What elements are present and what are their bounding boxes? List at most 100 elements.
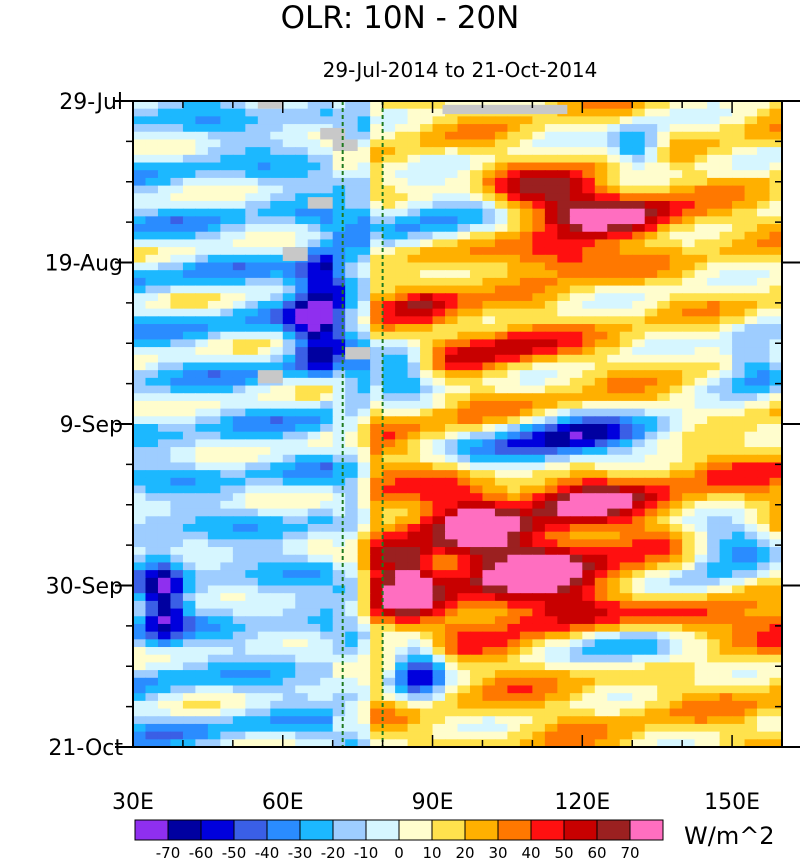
field-cell (157, 370, 172, 379)
field-cell (632, 500, 646, 510)
field-cell (195, 185, 209, 194)
field-cell (707, 562, 721, 571)
field-cell (257, 385, 271, 394)
field-cell (320, 716, 334, 725)
field-cell (769, 377, 782, 387)
field-cell (357, 477, 371, 487)
field-cell (445, 485, 459, 494)
field-cell (669, 593, 683, 602)
field-cell (133, 285, 147, 294)
field-cell (494, 270, 509, 279)
field-cell (507, 331, 521, 340)
field-cell (569, 385, 583, 394)
field-cell (644, 631, 658, 640)
field-cell (694, 447, 708, 456)
field-cell (182, 608, 196, 617)
field-cell (469, 339, 484, 348)
field-cell (157, 577, 172, 587)
field-cell (345, 723, 359, 733)
field-cell (157, 408, 172, 417)
field-cell (395, 354, 409, 364)
field-cell (594, 462, 608, 471)
field-cell (207, 516, 221, 525)
field-cell (220, 193, 234, 202)
field-cell (133, 677, 147, 687)
field-cell (544, 639, 558, 648)
field-cell (644, 285, 658, 294)
field-cell (582, 154, 596, 164)
field-cell (707, 108, 721, 117)
field-cell (532, 293, 546, 302)
field-cell (657, 470, 671, 479)
field-cell (657, 739, 671, 747)
field-cell (295, 108, 309, 117)
field-cell (494, 693, 509, 702)
field-cell (657, 693, 671, 702)
field-cell (370, 239, 384, 248)
field-cell (719, 154, 733, 164)
field-cell (257, 647, 271, 656)
field-cell (207, 139, 221, 148)
colorbar-swatch (398, 819, 433, 841)
field-cell (632, 293, 646, 302)
field-cell (245, 331, 259, 340)
field-cell (395, 562, 409, 571)
field-cell (432, 300, 446, 310)
field-cell (133, 739, 147, 747)
field-cell (619, 324, 633, 333)
field-cell (395, 662, 409, 671)
field-cell (232, 108, 246, 117)
field-cell (320, 293, 334, 302)
field-cell (507, 723, 521, 733)
field-cell (432, 408, 446, 417)
field-cell (157, 439, 172, 448)
field-cell (282, 231, 296, 241)
field-cell (732, 177, 746, 187)
field-cell (432, 708, 446, 717)
field-cell (557, 408, 571, 417)
field-cell (345, 316, 359, 325)
field-cell (607, 185, 621, 194)
field-cell (507, 316, 521, 325)
field-cell (557, 124, 571, 133)
field-cell (395, 631, 409, 640)
field-cell (232, 393, 246, 402)
field-cell (332, 431, 346, 440)
field-cell (432, 677, 446, 687)
field-cell (220, 500, 234, 510)
field-cell (632, 493, 646, 502)
field-cell (657, 377, 671, 387)
field-cell (157, 654, 172, 663)
field-cell (270, 208, 284, 217)
field-cell (707, 216, 721, 225)
field-cell (594, 147, 608, 156)
field-cell (482, 262, 496, 271)
field-cell (170, 739, 184, 747)
field-cell (669, 485, 683, 494)
field-cell (220, 300, 234, 310)
field-cell (445, 354, 459, 364)
field-cell (432, 216, 446, 225)
field-cell (170, 516, 184, 525)
field-cell (494, 170, 509, 179)
field-cell (482, 639, 496, 648)
field-cell (544, 477, 558, 487)
field-cell (307, 239, 321, 248)
field-cell (769, 623, 782, 633)
field-cell (232, 454, 246, 464)
field-cell (232, 254, 246, 264)
field-cell (632, 708, 646, 717)
field-cell (507, 462, 521, 471)
field-cell (669, 101, 683, 110)
field-cell (469, 654, 484, 663)
field-cell (295, 431, 309, 440)
field-cell (544, 616, 558, 625)
field-cell (732, 477, 746, 487)
field-cell (220, 577, 234, 587)
field-cell (445, 454, 459, 464)
field-cell (257, 408, 271, 417)
field-cell (507, 424, 521, 433)
field-cell (569, 554, 583, 564)
field-cell (607, 354, 621, 364)
field-cell (744, 147, 758, 156)
